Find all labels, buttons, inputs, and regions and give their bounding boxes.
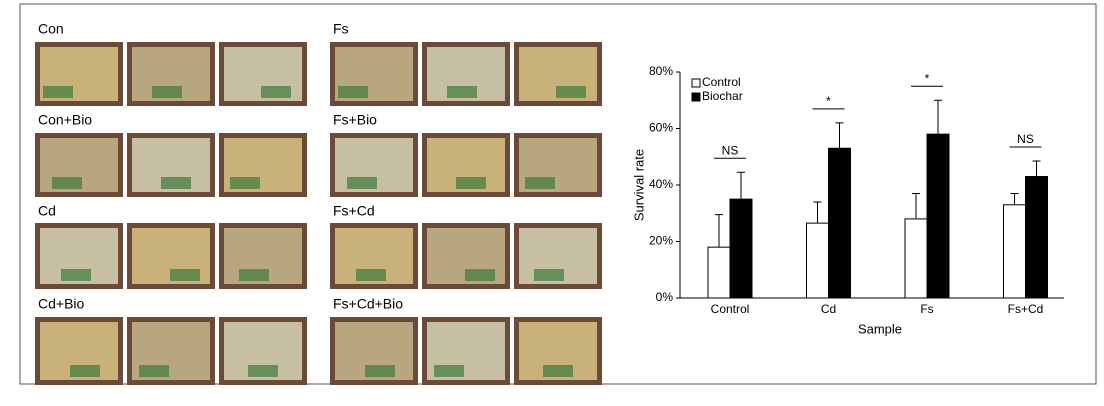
seedlings: [434, 365, 464, 377]
y-tick-label: 0%: [656, 290, 674, 304]
seedlings: [543, 365, 573, 377]
seedlings: [534, 269, 564, 281]
error-bar: [737, 171, 745, 200]
error-bar: [813, 201, 822, 224]
seedlings: [556, 86, 586, 98]
seedlings: [338, 86, 368, 98]
seedlings: [139, 365, 169, 377]
seedlings: [248, 365, 278, 377]
x-tick-label: Cd: [821, 302, 836, 316]
seedlings: [261, 86, 291, 98]
error-bar: [715, 214, 723, 248]
y-tick-label: 60%: [649, 121, 673, 135]
legend-swatch: [691, 92, 701, 102]
x-tick-label: Fs+Cd: [1008, 302, 1044, 316]
seedlings: [239, 269, 269, 281]
seedlings: [70, 365, 100, 377]
bar: [926, 133, 950, 299]
error-bar: [1032, 160, 1041, 177]
panel-label: Con+Bio: [38, 112, 92, 128]
seedlings: [230, 177, 260, 189]
panel-label: Fs+Cd: [333, 203, 375, 219]
seedlings: [447, 86, 477, 98]
bar: [828, 147, 851, 299]
y-axis-label: Survival rate: [631, 149, 646, 221]
error-bar: [1010, 192, 1019, 205]
panel-label: Fs+Cd+Bio: [333, 296, 403, 312]
seedlings: [61, 269, 91, 281]
seedlings: [525, 177, 555, 189]
legend-swatch: [691, 78, 701, 88]
bar: [729, 198, 753, 299]
seedlings: [52, 177, 82, 189]
bar: [1003, 204, 1026, 299]
x-axis-label: Sample: [858, 321, 902, 336]
seedlings: [365, 365, 395, 377]
y-tick-label: 40%: [649, 177, 673, 191]
seedlings: [43, 86, 73, 98]
panel-label: Fs: [333, 21, 349, 37]
significance-label: *: [826, 94, 831, 108]
bar: [904, 218, 928, 299]
panel-label: Con: [38, 21, 64, 37]
x-tick-label: Control: [711, 302, 750, 316]
seedlings: [456, 177, 486, 189]
panel-label: Cd: [38, 203, 56, 219]
bar: [806, 222, 829, 299]
panel-label: Fs+Bio: [333, 112, 377, 128]
significance-label: *: [925, 71, 930, 85]
y-tick-label: 20%: [649, 234, 673, 248]
seedlings: [465, 269, 495, 281]
significance-label: NS: [1017, 132, 1034, 146]
error-bar: [835, 122, 844, 149]
y-tick-label: 80%: [649, 64, 673, 78]
significance-label: NS: [722, 143, 739, 157]
seedlings: [356, 269, 386, 281]
seedlings: [347, 177, 377, 189]
x-tick-label: Fs: [920, 302, 933, 316]
bar: [1025, 176, 1048, 299]
error-bar: [912, 192, 920, 219]
legend-label: Control: [702, 75, 741, 89]
panel-label: Cd+Bio: [38, 296, 85, 312]
seedlings: [170, 269, 200, 281]
seedlings: [161, 177, 191, 189]
legend-label: Biochar: [702, 89, 743, 103]
bar: [707, 246, 731, 299]
seedlings: [152, 86, 182, 98]
error-bar: [934, 99, 942, 135]
